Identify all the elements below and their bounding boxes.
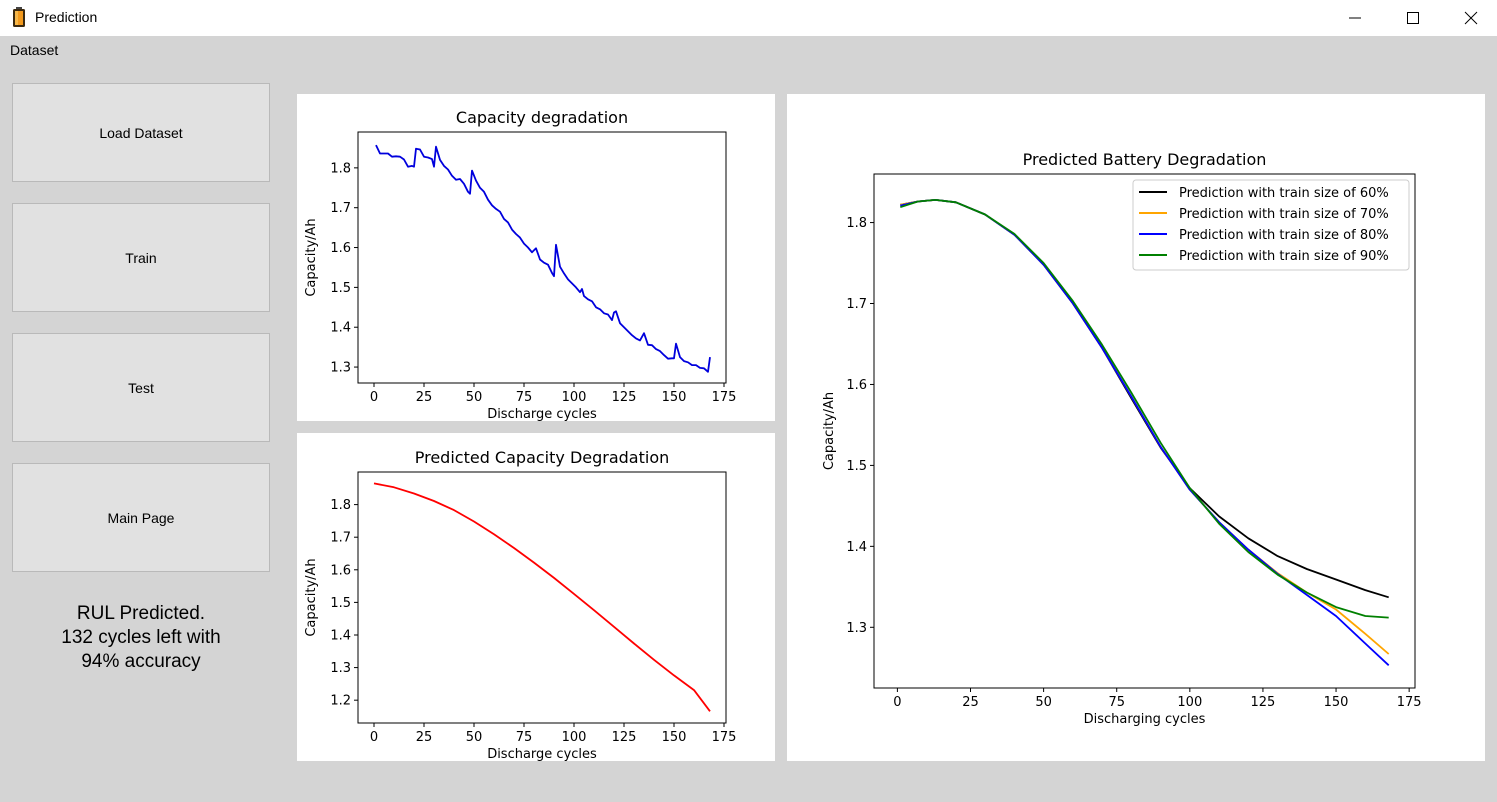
y-tick-label: 1.8 — [846, 216, 867, 231]
x-tick-label: 125 — [612, 390, 637, 405]
x-tick-label: 25 — [416, 390, 433, 405]
minimize-button[interactable] — [1326, 0, 1384, 36]
minimize-icon — [1349, 17, 1361, 19]
x-tick-label: 175 — [712, 730, 737, 745]
x-tick-label: 0 — [370, 390, 378, 405]
close-button[interactable] — [1442, 0, 1497, 36]
window-title: Prediction — [35, 9, 98, 25]
x-tick-label: 150 — [662, 730, 687, 745]
x-tick-label: 0 — [893, 695, 901, 710]
capacity-degradation-chart: 0 25 50 75 100 125 150 175 1.3 1.4 1.5 1.6 1.7 1.8 Cap… — [304, 108, 737, 421]
battery-icon — [13, 7, 25, 27]
x-axis-label: Discharging cycles — [1084, 712, 1206, 727]
x-tick-label: 75 — [516, 390, 533, 405]
y-tick-label: 1.4 — [330, 321, 351, 336]
y-tick-label: 1.8 — [330, 161, 351, 176]
y-tick-label: 1.5 — [330, 596, 351, 611]
x-tick-label: 150 — [1324, 695, 1349, 710]
y-tick-label: 1.6 — [330, 563, 351, 578]
capacity-degradation-panel: 0 25 50 75 100 125 150 175 1.3 1.4 1.5 1.6 1.7 1.8 Cap… — [297, 94, 775, 421]
y-tick-label: 1.7 — [330, 531, 351, 546]
x-tick-label: 25 — [962, 695, 979, 710]
predicted-capacity-panel: 0 25 50 75 100 125 150 175 1.2 1.3 1.4 1.5 1.6 1.7 1.8… — [297, 433, 775, 761]
predicted-battery-panel: 0 25 50 75 100 125 150 175 1.3 1.4 1.5 1.6 1.7 1.8 Pre… — [787, 94, 1485, 761]
x-axis-label: Discharge cycles — [487, 747, 597, 761]
y-tick-label: 1.5 — [846, 459, 867, 474]
y-tick-label: 1.4 — [330, 628, 351, 643]
status-line-1: RUL Predicted. — [76, 603, 206, 624]
x-tick-label: 75 — [516, 730, 533, 745]
x-tick-label: 125 — [612, 730, 637, 745]
y-tick-label: 1.5 — [330, 281, 351, 296]
menu-bar: Dataset — [0, 36, 1497, 64]
y-tick-label: 1.4 — [846, 540, 867, 555]
rul-status: RUL Predicted. 132 cycles left with 94% … — [12, 602, 270, 674]
y-tick-label: 1.7 — [846, 297, 867, 312]
y-tick-label: 1.7 — [330, 201, 351, 216]
maximize-icon — [1407, 12, 1419, 24]
x-tick-label: 150 — [662, 390, 687, 405]
axes-frame — [357, 131, 727, 384]
status-line-3: 94% accuracy — [81, 651, 201, 672]
x-tick-label: 125 — [1251, 695, 1276, 710]
menu-dataset[interactable]: Dataset — [10, 42, 59, 58]
x-tick-label: 175 — [1397, 695, 1422, 710]
axes-frame — [357, 471, 727, 724]
y-tick-label: 1.3 — [846, 621, 867, 636]
predicted-capacity-chart: 0 25 50 75 100 125 150 175 1.2 1.3 1.4 1.5 1.6 1.7 1.8… — [304, 448, 737, 761]
y-tick-label: 1.3 — [330, 361, 351, 376]
x-tick-label: 50 — [1035, 695, 1052, 710]
y-tick-label: 1.2 — [330, 694, 351, 709]
y-tick-label: 1.6 — [846, 378, 867, 393]
x-tick-label: 100 — [1177, 695, 1202, 710]
y-axis-label: Capacity/Ah — [304, 558, 319, 636]
predicted-battery-chart: 0 25 50 75 100 125 150 175 1.3 1.4 1.5 1.6 1.7 1.8 Pre… — [822, 150, 1422, 727]
legend-entry: Prediction with train size of 90% — [1179, 249, 1389, 264]
y-tick-label: 1.8 — [330, 498, 351, 513]
legend-box — [1132, 179, 1410, 271]
x-tick-label: 175 — [712, 390, 737, 405]
y-tick-label: 1.3 — [330, 661, 351, 676]
y-tick-label: 1.6 — [330, 241, 351, 256]
series-line-1 — [375, 144, 711, 373]
chart-title: Predicted Capacity Degradation — [415, 448, 670, 467]
load-dataset-button[interactable]: Load Dataset — [12, 83, 270, 182]
x-tick-label: 50 — [466, 730, 483, 745]
x-tick-label: 100 — [562, 730, 587, 745]
y-axis-label: Capacity/Ah — [304, 218, 319, 296]
main-page-button[interactable]: Main Page — [12, 463, 270, 572]
legend-entry: Prediction with train size of 60% — [1179, 186, 1389, 201]
x-tick-label: 0 — [370, 730, 378, 745]
maximize-button[interactable] — [1384, 0, 1442, 36]
x-tick-label: 75 — [1108, 695, 1125, 710]
title-bar: Prediction — [0, 0, 1497, 36]
y-axis-label: Capacity/Ah — [822, 392, 837, 470]
x-tick-label: 50 — [466, 390, 483, 405]
chart-title: Predicted Battery Degradation — [1023, 150, 1267, 169]
chart-title: Capacity degradation — [456, 108, 628, 127]
axes-frame — [873, 173, 1416, 689]
legend-entry: Prediction with train size of 70% — [1179, 207, 1389, 222]
x-axis-label: Discharge cycles — [487, 407, 597, 421]
x-tick-label: 25 — [416, 730, 433, 745]
status-line-2: 132 cycles left with — [61, 627, 221, 648]
test-button[interactable]: Test — [12, 333, 270, 442]
train-button[interactable]: Train — [12, 203, 270, 312]
x-tick-label: 100 — [562, 390, 587, 405]
series-line-1 — [373, 482, 711, 712]
series-line-4 — [900, 199, 1389, 619]
close-icon — [1464, 11, 1478, 25]
legend-entry: Prediction with train size of 80% — [1179, 228, 1389, 243]
